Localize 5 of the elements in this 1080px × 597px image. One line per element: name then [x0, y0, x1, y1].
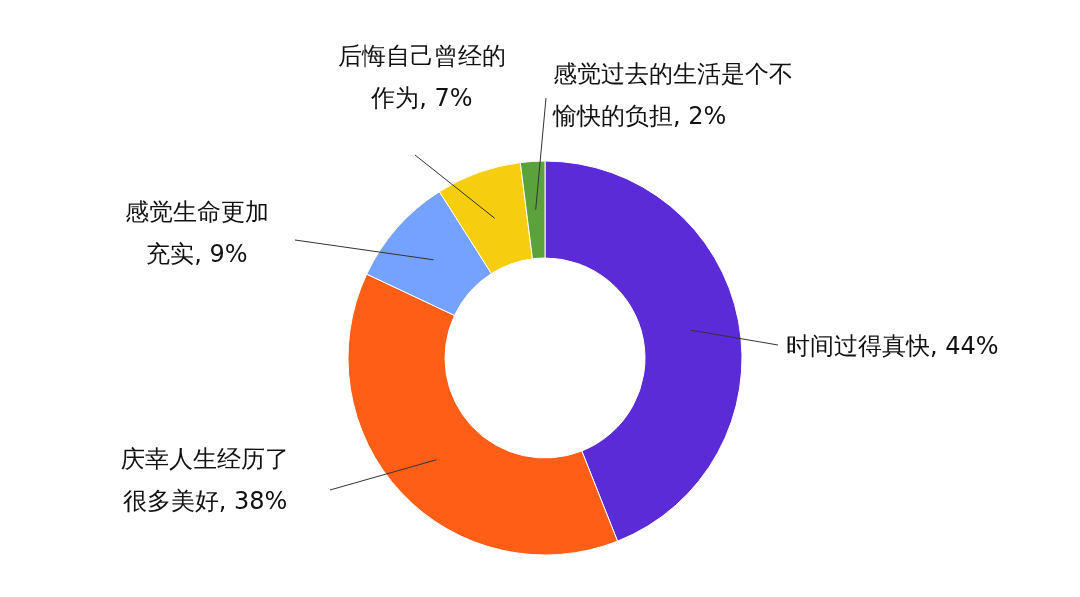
slice-label: 后悔自己曾经的作为, 7% — [338, 42, 506, 112]
slice-label: 庆幸人生经历了很多美好, 38% — [121, 445, 289, 515]
slice-label: 感觉过去的生活是个不愉快的负担, 2% — [552, 60, 793, 130]
slice-label: 感觉生命更加充实, 9% — [125, 198, 269, 268]
slice-label: 时间过得真快, 44% — [786, 332, 999, 360]
